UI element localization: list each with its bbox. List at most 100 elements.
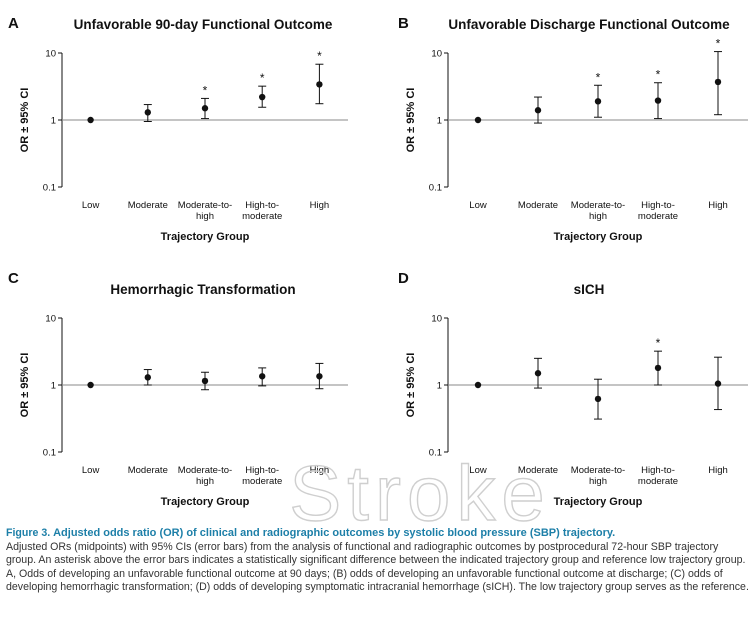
data-point	[654, 364, 662, 372]
y-axis-label: OR ± 95% CI	[19, 353, 31, 418]
x-tick-label: High-to-moderate	[242, 465, 282, 487]
x-tick-label-line: high	[589, 476, 607, 487]
x-tick-label-line: Moderate	[128, 200, 168, 211]
x-axis-label: Trajectory Group	[161, 496, 250, 508]
y-tick-label: 1	[51, 381, 56, 392]
x-tick-label-line: high	[196, 476, 214, 487]
x-tick-label-line: high	[196, 211, 214, 222]
x-tick-label-line: Moderate	[128, 465, 168, 476]
data-point	[259, 93, 266, 101]
panel-letter: B	[398, 15, 409, 32]
data-point	[316, 81, 323, 88]
x-axis-label: Trajectory Group	[554, 496, 643, 508]
y-tick-label: 1	[437, 381, 442, 392]
x-tick-label: Low	[469, 200, 487, 211]
x-tick-label: Moderate-to-high	[571, 200, 625, 222]
x-tick-label-line: Low	[82, 465, 100, 476]
caption-body: Adjusted ORs (midpoints) with 95% CIs (e…	[6, 540, 749, 594]
x-tick-label: Moderate	[518, 200, 558, 211]
significance-marker: *	[656, 68, 661, 82]
y-tick-label: 0.1	[43, 183, 56, 194]
x-tick-label-line: high	[589, 211, 607, 222]
x-tick-label-line: High	[310, 465, 330, 476]
data-point	[594, 395, 602, 403]
y-tick-label: 1	[437, 116, 442, 127]
significance-marker: *	[203, 83, 208, 97]
y-tick-label: 1	[51, 116, 56, 127]
data-point	[594, 98, 602, 105]
x-tick-label: High	[310, 200, 330, 211]
x-tick-label: Moderate-to-high	[178, 200, 232, 222]
x-tick-label-line: Moderate-to-	[178, 200, 232, 211]
data-point	[654, 97, 662, 104]
watermark: Stroke	[289, 449, 550, 523]
data-point	[474, 381, 482, 389]
x-tick-label-line: Moderate-to-	[571, 465, 625, 476]
data-point	[259, 373, 266, 380]
y-tick-label: 0.1	[429, 183, 442, 194]
x-tick-label: High	[310, 465, 330, 476]
data-point	[714, 380, 722, 387]
x-tick-label-line: High-to-	[245, 465, 279, 476]
chart-panel-b: B Unfavorable Discharge Functional Outcom…	[398, 15, 748, 243]
y-tick-label: 10	[431, 49, 442, 60]
x-tick-label-line: moderate	[638, 476, 678, 487]
x-tick-label: Moderate-to-high	[178, 465, 232, 487]
panel-title: Unfavorable 90-day Functional Outcome	[74, 17, 333, 32]
x-tick-label-line: High-to-	[245, 200, 279, 211]
significance-marker: *	[260, 71, 265, 85]
significance-marker: *	[716, 37, 721, 51]
x-tick-label-line: Moderate-to-	[571, 200, 625, 211]
data-point	[316, 373, 323, 380]
x-tick-label-line: moderate	[242, 211, 282, 222]
y-tick-label: 10	[45, 314, 56, 325]
x-tick-label-line: High	[708, 465, 728, 476]
x-tick-label-line: High	[310, 200, 330, 211]
y-tick-label: 0.1	[429, 448, 442, 459]
x-tick-label: High-to-moderate	[242, 200, 282, 222]
data-point	[201, 377, 209, 385]
x-tick-label: High	[708, 465, 728, 476]
x-tick-label: Low	[82, 200, 100, 211]
significance-marker: *	[317, 49, 322, 63]
significance-marker: *	[656, 336, 661, 350]
chart-panel-c: C Hemorrhagic Transformation 0.1 1 10 OR ± 95…	[8, 270, 348, 508]
data-point	[534, 107, 542, 114]
x-tick-label-line: moderate	[242, 476, 282, 487]
data-point	[714, 78, 722, 86]
data-point	[87, 116, 94, 124]
data-point	[87, 381, 94, 389]
x-tick-label: Low	[82, 465, 100, 476]
data-point	[144, 109, 151, 116]
panel-title: Hemorrhagic Transformation	[110, 282, 295, 297]
chart-panels: A Unfavorable 90-day Functional Outcome 0.…	[8, 15, 748, 508]
y-tick-label: 10	[45, 49, 56, 60]
panel-letter: D	[398, 270, 409, 287]
data-point	[474, 116, 482, 124]
panel-title: Unfavorable Discharge Functional Outcome	[448, 17, 730, 32]
caption-title: Adjusted odds ratio (OR) of clinical and…	[53, 527, 616, 539]
figure-canvas: A Unfavorable 90-day Functional Outcome 0.…	[8, 15, 748, 523]
y-tick-label: 10	[431, 314, 442, 325]
x-axis-label: Trajectory Group	[554, 231, 643, 243]
y-tick-label: 0.1	[43, 448, 56, 459]
x-tick-label-line: High-to-	[641, 465, 675, 476]
x-tick-label-line: Low	[469, 465, 487, 476]
x-tick-label: High-to-moderate	[638, 465, 678, 487]
data-point	[534, 370, 542, 377]
caption-label: Figure 3.	[6, 527, 51, 539]
x-tick-label-line: High-to-	[641, 200, 675, 211]
data-point	[144, 374, 151, 381]
x-tick-label-line: Moderate	[518, 200, 558, 211]
x-tick-label: High-to-moderate	[638, 200, 678, 222]
figure-caption: Figure 3. Adjusted odds ratio (OR) of cl…	[6, 527, 750, 595]
x-tick-label: High	[708, 200, 728, 211]
x-tick-label-line: Moderate	[518, 465, 558, 476]
panel-letter: A	[8, 15, 19, 32]
y-axis-label: OR ± 95% CI	[405, 88, 417, 153]
x-axis-label: Trajectory Group	[161, 231, 250, 243]
x-tick-label: Moderate-to-high	[571, 465, 625, 487]
x-tick-label: Moderate	[518, 465, 558, 476]
x-tick-label: Low	[469, 465, 487, 476]
